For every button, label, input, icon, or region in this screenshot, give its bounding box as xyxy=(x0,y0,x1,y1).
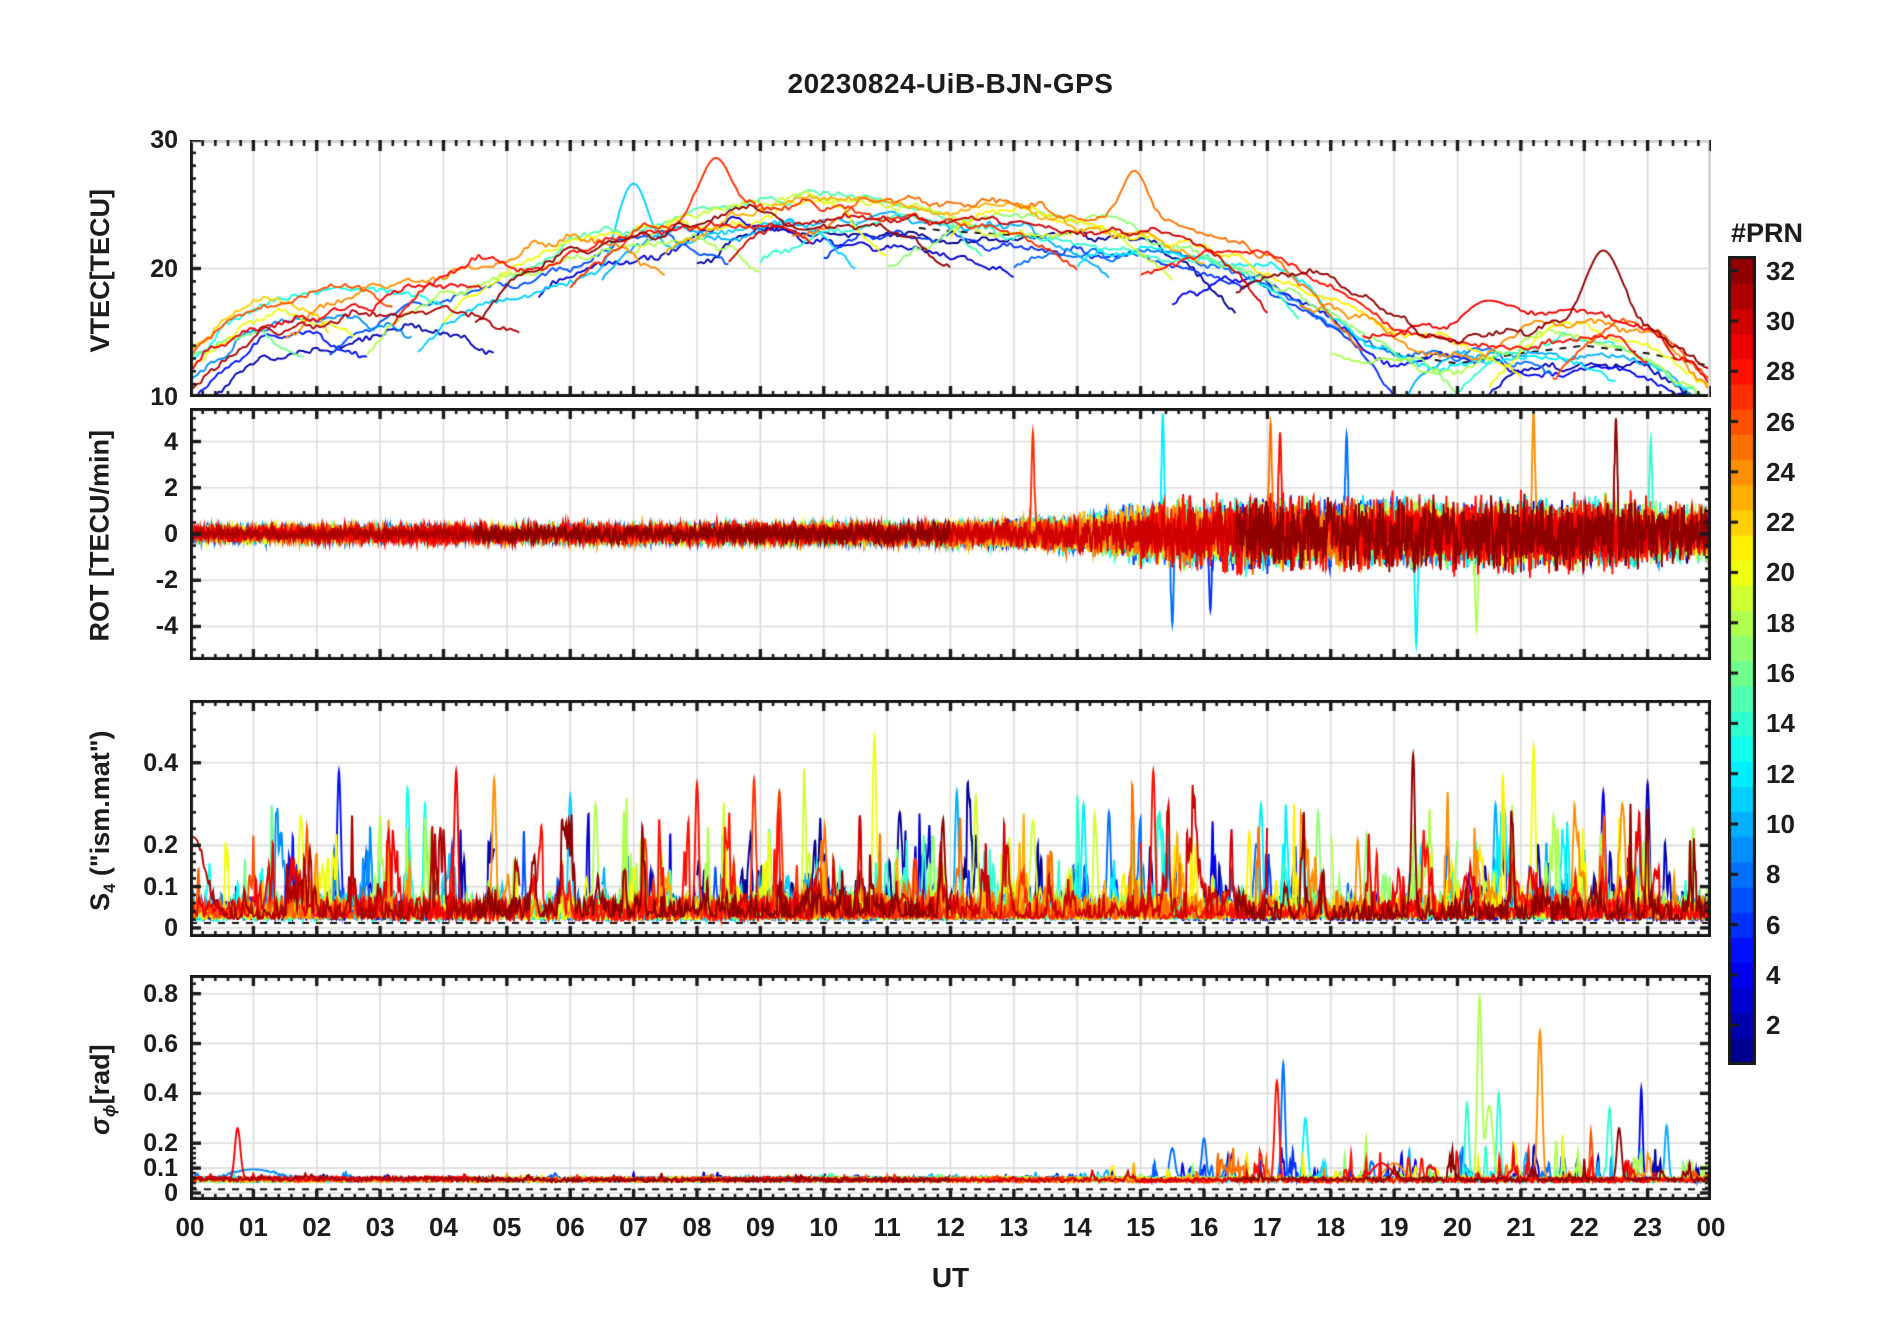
x-tick-label: 02 xyxy=(302,1212,332,1242)
y-tick-label: 0.2 xyxy=(143,831,178,860)
y-tick-label: 0.1 xyxy=(143,1154,178,1183)
x-tick-label: 10 xyxy=(809,1212,839,1242)
colorbar-tick-label: 6 xyxy=(1766,909,1781,940)
x-tick-label: 22 xyxy=(1569,1212,1599,1242)
y-tick-label: 0 xyxy=(164,520,178,548)
colorbar-tick-label: 26 xyxy=(1766,406,1795,437)
x-tick-label: 06 xyxy=(555,1212,585,1242)
x-tick-label: 14 xyxy=(1062,1212,1092,1242)
y-tick-label: 0.1 xyxy=(143,872,178,901)
chart-title: 20230824-UiB-BJN-GPS xyxy=(787,68,1114,99)
colorbar-tick-label: 12 xyxy=(1766,758,1795,789)
y-tick-label: 10 xyxy=(150,383,178,411)
colorbar-tick-label: 14 xyxy=(1766,708,1795,739)
x-tick-label: 13 xyxy=(999,1212,1029,1242)
x-tick-label: 04 xyxy=(429,1212,458,1242)
x-tick-label: 21 xyxy=(1506,1212,1536,1242)
x-tick-label: 12 xyxy=(936,1212,965,1242)
y-tick-label: -4 xyxy=(155,612,178,641)
colorbar-tick-label: 20 xyxy=(1766,557,1795,588)
colorbar-tick-label: 4 xyxy=(1766,959,1781,990)
colorbar-tick-label: 28 xyxy=(1766,356,1795,387)
panel-rot-plot xyxy=(190,408,1711,660)
colorbar-title: #PRN xyxy=(1730,218,1804,248)
colorbar-tick-label: 16 xyxy=(1766,658,1795,689)
colorbar-tick-label: 8 xyxy=(1766,859,1781,890)
x-tick-label: 07 xyxy=(619,1212,649,1242)
x-tick-label: 00 xyxy=(175,1212,205,1242)
x-tick-label: 16 xyxy=(1189,1212,1219,1242)
x-tick-label: 18 xyxy=(1316,1212,1346,1242)
x-tick-label: 00 xyxy=(1696,1212,1726,1242)
x-tick-label: 15 xyxy=(1126,1212,1156,1242)
x-tick-label: 05 xyxy=(492,1212,522,1242)
x-tick-label: 08 xyxy=(682,1212,712,1242)
colorbar-tick-label: 22 xyxy=(1766,507,1795,538)
y-tick-label: 0.4 xyxy=(143,1079,178,1108)
y-tick-label: 4 xyxy=(164,427,178,456)
x-tick-label: 11 xyxy=(873,1212,901,1242)
panel-sigma-phi-plot xyxy=(190,975,1711,1200)
y-tick-label: 0.2 xyxy=(143,1129,178,1158)
colorbar xyxy=(1728,256,1756,1065)
x-tick-label: 19 xyxy=(1379,1212,1409,1242)
y-tick-label: 0.8 xyxy=(143,979,178,1008)
y-tick-label: 30 xyxy=(150,126,178,154)
colorbar-tick-label: 10 xyxy=(1766,809,1795,840)
y-tick-label: 20 xyxy=(150,254,178,283)
y-tick-label: 0 xyxy=(164,913,178,942)
colorbar-tick-label: 24 xyxy=(1766,456,1795,487)
x-tick-label: 09 xyxy=(745,1212,775,1242)
y-tick-label: 2 xyxy=(164,473,178,502)
panel-vtec-plot xyxy=(190,140,1711,397)
colorbar-tick-label: 30 xyxy=(1766,305,1795,336)
y-tick-label: -2 xyxy=(155,566,178,595)
colorbar-tick-label: 32 xyxy=(1766,255,1795,286)
x-tick-label: 20 xyxy=(1443,1212,1472,1242)
x-tick-label: 23 xyxy=(1633,1212,1663,1242)
y-tick-label: 0.6 xyxy=(143,1029,178,1058)
ylabel-s4: S4 ("ism.mat") xyxy=(84,729,119,911)
y-tick-label: 0 xyxy=(164,1179,178,1208)
x-axis-title: UT xyxy=(931,1262,970,1293)
x-tick-label: 01 xyxy=(238,1212,268,1242)
y-tick-label: 0.4 xyxy=(143,748,178,777)
colorbar-tick-label: 18 xyxy=(1766,607,1795,638)
x-tick-label: 17 xyxy=(1252,1212,1282,1242)
panel-s4-plot xyxy=(190,700,1711,937)
x-tick-label: 03 xyxy=(365,1212,395,1242)
colorbar-tick-label: 2 xyxy=(1766,1010,1781,1041)
